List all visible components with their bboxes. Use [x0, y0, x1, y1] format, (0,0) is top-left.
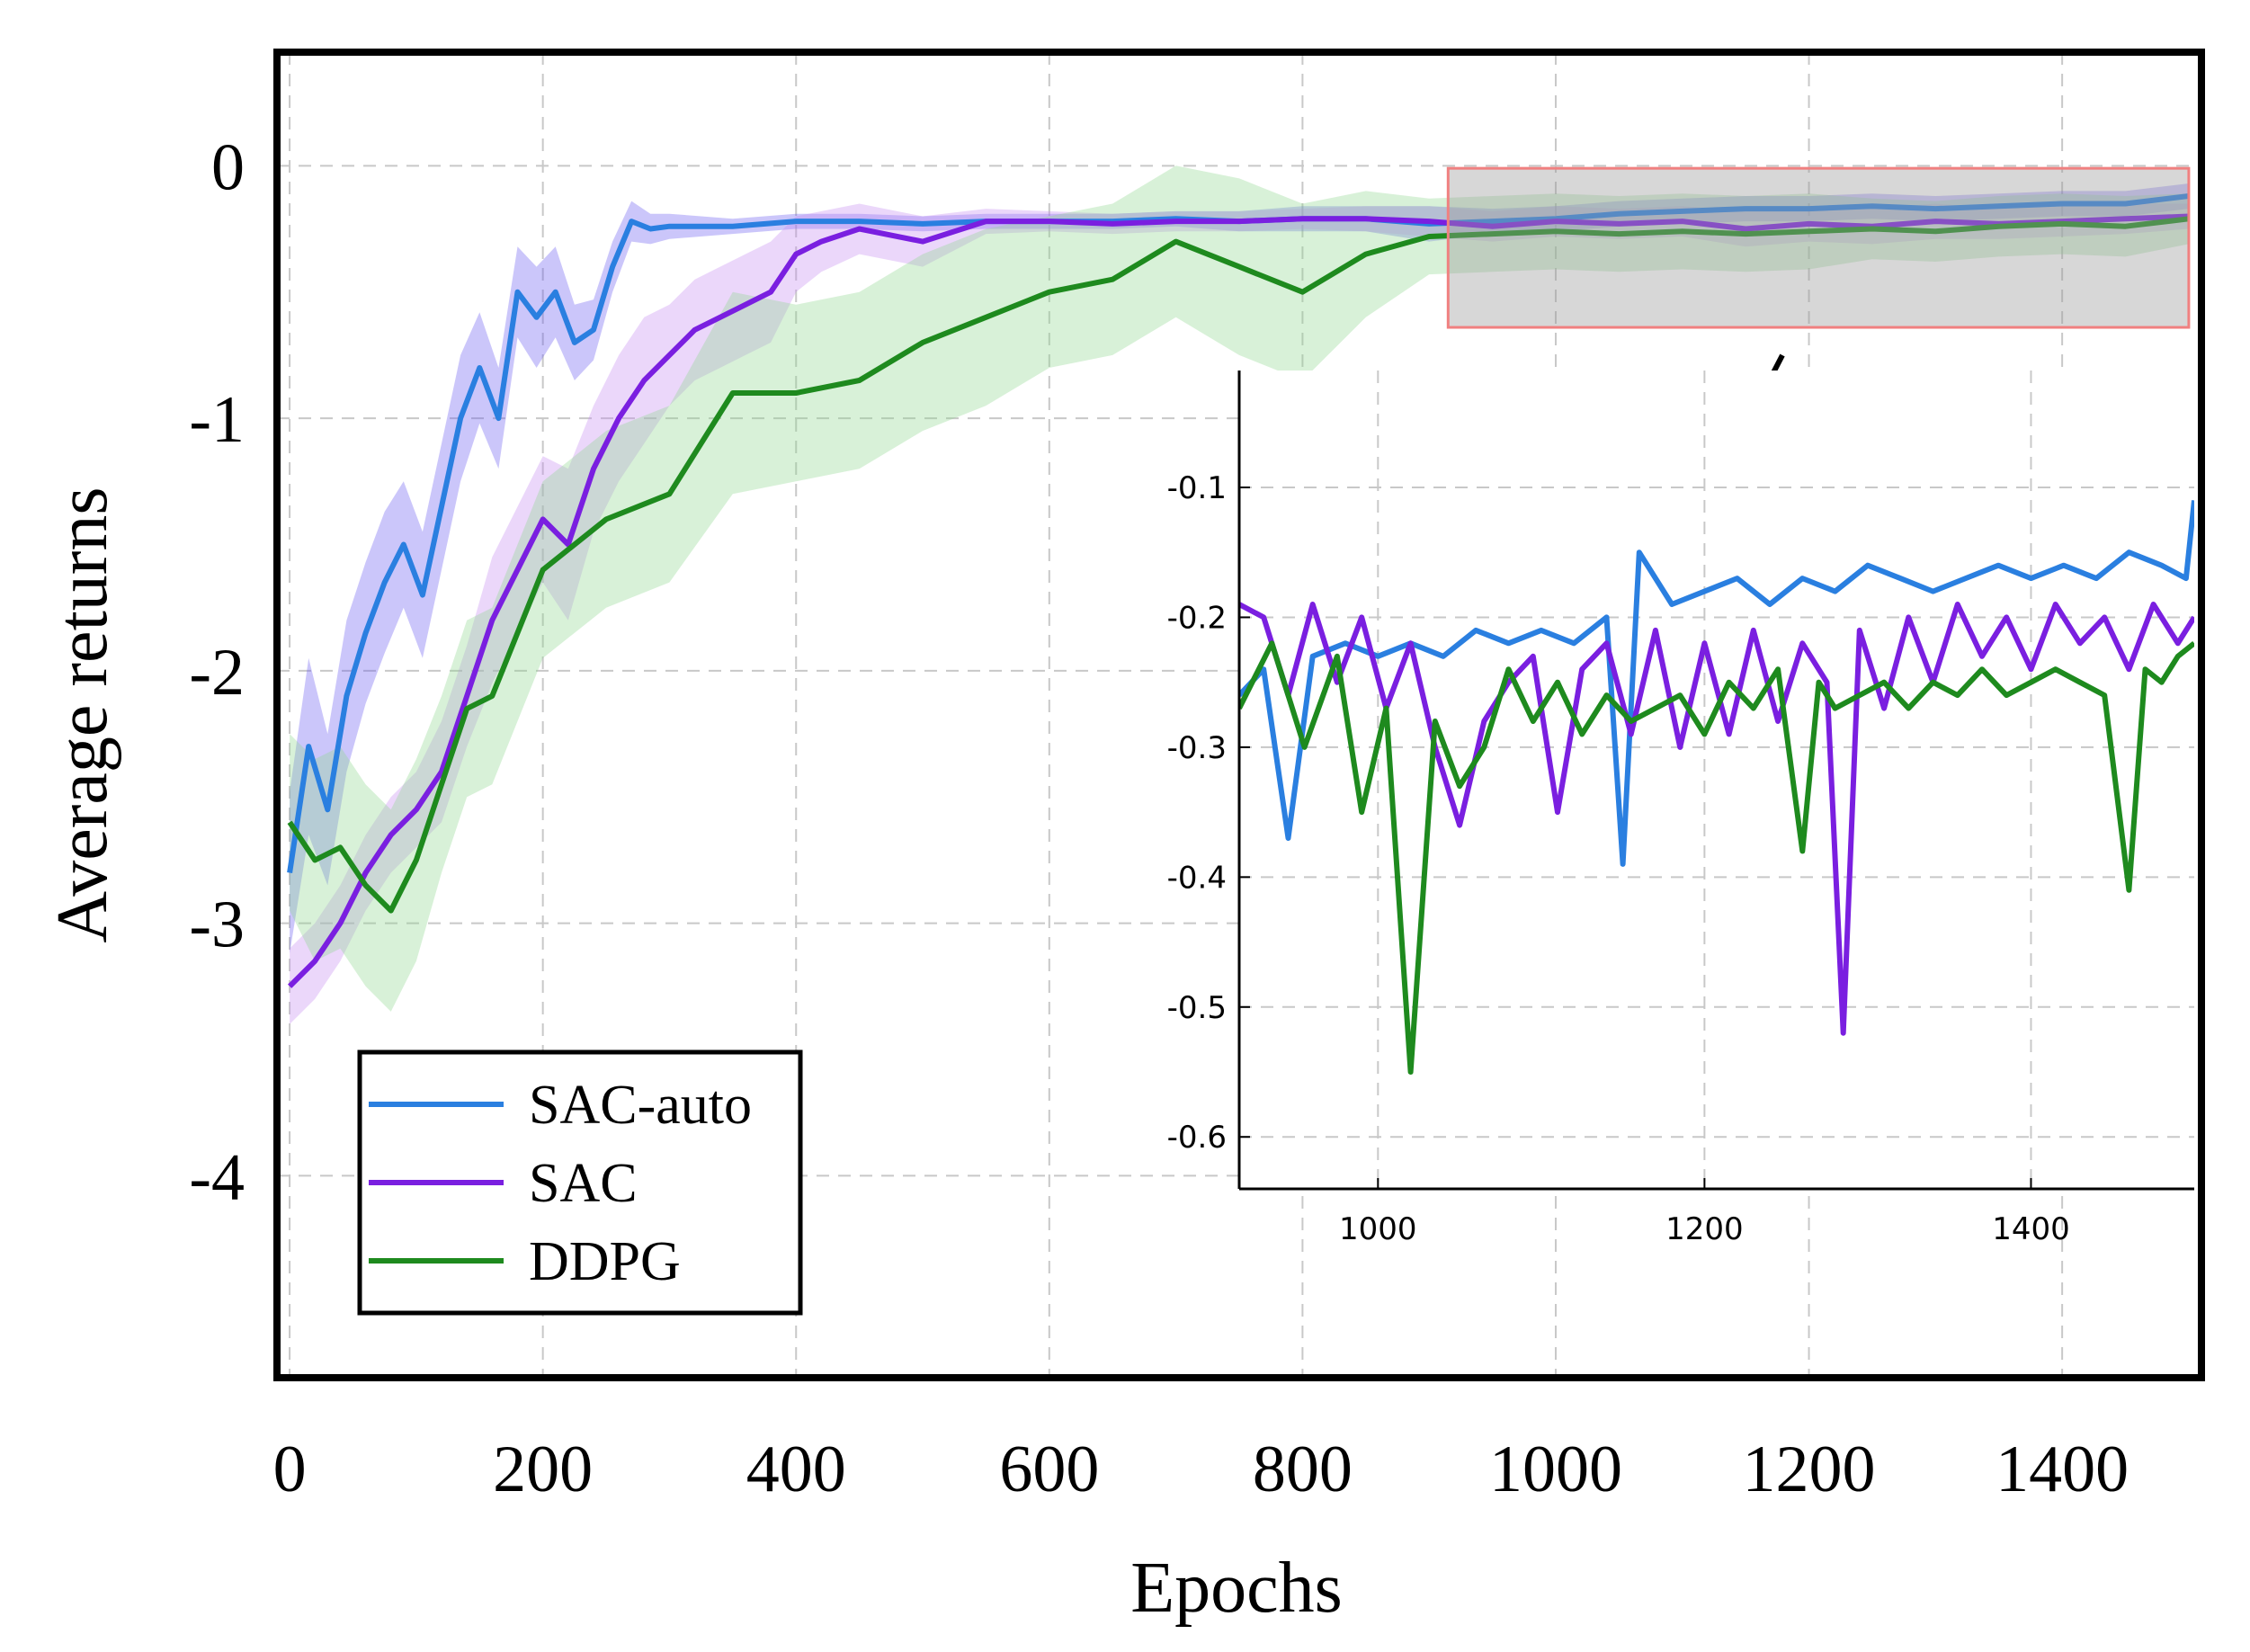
inset-line-sac-auto: [1239, 500, 2194, 867]
main-series-lines: [287, 193, 2190, 988]
legend-label-ddpg: DDPG: [529, 1231, 681, 1292]
main-x-tick-label: 1400: [1996, 1433, 2129, 1506]
line-sac: [287, 213, 2190, 988]
inset-x-ticks: 1000 1200 1400: [1339, 1178, 2070, 1247]
legend-label-sac-auto: SAC-auto: [529, 1075, 752, 1136]
inset-y-tick-label: -0.4: [1167, 860, 1227, 896]
inset-x-tick-label: 1200: [1665, 1211, 1744, 1247]
band-ddpg: [290, 165, 2189, 1012]
inset-y-tick-label: -0.5: [1167, 990, 1227, 1026]
plot-frame: [273, 49, 2205, 1381]
main-x-ticks: 0 200 400 600 800 1000 1200 1400: [273, 1433, 2129, 1506]
x-axis-title: Epochs: [1130, 1549, 1343, 1628]
main-y-tick-label: -3: [189, 889, 245, 962]
main-y-tick-label: -4: [189, 1140, 245, 1214]
line-ddpg: [287, 216, 2190, 914]
inset-line-ddpg: [1239, 640, 2194, 1075]
inset-x-tick-label: 1000: [1339, 1211, 1417, 1247]
zoom-highlight-region: [1446, 166, 2191, 329]
inset-background: [1239, 371, 2194, 1189]
inset-y-tick-label: -0.1: [1167, 470, 1227, 506]
main-x-tick-label: 1200: [1743, 1433, 1876, 1506]
main-y-tick-label: -1: [189, 383, 245, 457]
main-y-tick-label: 0: [211, 130, 245, 204]
inset-y-tick-label: -0.3: [1167, 730, 1227, 766]
inset-series-lines: [1239, 500, 2194, 1075]
main-x-tick-label: 600: [999, 1433, 1099, 1506]
y-axis-title: Average returns: [43, 487, 122, 942]
legend-box: [357, 1049, 803, 1316]
main-x-tick-label: 800: [1253, 1433, 1353, 1506]
legend-label-sac: SAC: [529, 1153, 638, 1214]
inset-x-tick-label: 1400: [1992, 1211, 2070, 1247]
main-y-ticks: 0 -1 -2 -3 -4: [189, 130, 245, 1214]
main-x-tick-label: 0: [273, 1433, 307, 1506]
inset-y-tick-label: -0.6: [1167, 1120, 1227, 1156]
legend: SAC-auto SAC DDPG: [357, 1049, 803, 1316]
main-x-tick-label: 1000: [1489, 1433, 1622, 1506]
main-x-tick-label: 200: [493, 1433, 593, 1506]
inset-y-tick-label: -0.2: [1167, 600, 1227, 636]
inset-line-sac: [1239, 602, 2194, 1036]
inset-chart: -0.1 -0.2 -0.3 -0.4 -0.5 -0.6 1000 1200 1400: [1167, 371, 2194, 1247]
inset-y-ticks: -0.1 -0.2 -0.3 -0.4 -0.5 -0.6: [1167, 470, 1250, 1156]
main-y-tick-label: -2: [189, 636, 245, 710]
main-confidence-bands: [290, 165, 2189, 1024]
line-sac-auto: [287, 193, 2190, 873]
main-x-tick-label: 400: [746, 1433, 846, 1506]
